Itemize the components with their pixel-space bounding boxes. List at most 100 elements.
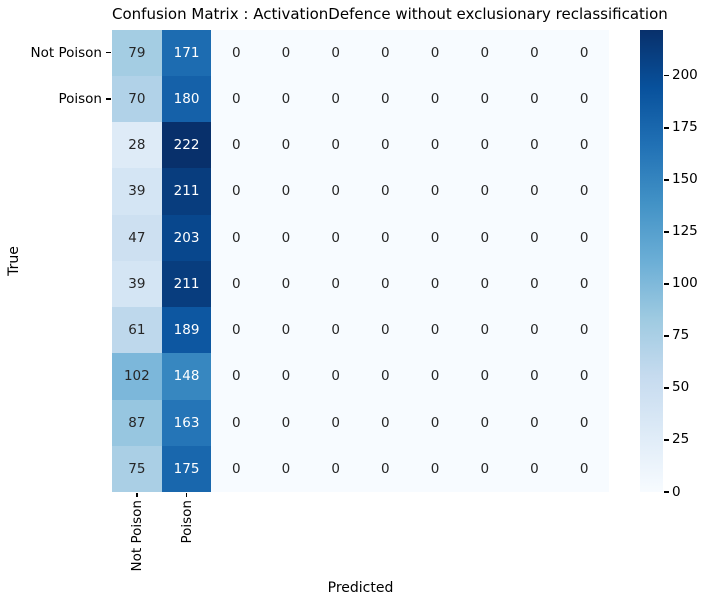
heatmap-cell: 87 (112, 399, 162, 446)
heatmap-cell: 79 (112, 29, 162, 76)
colorbar-tick-mark (664, 491, 669, 493)
heatmap-cell: 0 (360, 353, 411, 400)
heatmap-cell: 61 (112, 307, 162, 354)
heatmap-cell: 0 (410, 168, 460, 215)
heatmap-cell: 180 (161, 75, 212, 122)
heatmap-cell: 203 (161, 214, 212, 261)
y-axis-label-text: True (6, 245, 22, 276)
chart-title: Confusion Matrix : ActivationDefence wit… (112, 5, 668, 23)
heatmap-cell: 0 (509, 445, 560, 492)
heatmap-cell: 28 (112, 122, 162, 169)
y-tick-label: Not Poison (30, 44, 102, 61)
heatmap-cell: 0 (261, 307, 311, 354)
colorbar-tick-mark (664, 283, 669, 285)
heatmap-cell: 189 (161, 307, 212, 354)
heatmap-cell: 0 (261, 445, 311, 492)
heatmap-cell: 0 (410, 353, 460, 400)
heatmap-cell: 0 (459, 29, 510, 76)
heatmap-cell: 0 (559, 307, 609, 354)
colorbar-tick-mark (664, 335, 669, 337)
heatmap-cell: 0 (410, 260, 460, 307)
heatmap-cell: 0 (310, 214, 361, 261)
heatmap-cell: 0 (509, 399, 560, 446)
heatmap-cell: 0 (559, 122, 609, 169)
colorbar-tick-label: 150 (672, 171, 698, 188)
colorbar-tick-mark (664, 75, 669, 77)
x-tick-label-text: Not Poison (128, 500, 145, 572)
y-tick-label: Poison (58, 90, 102, 107)
heatmap-cell: 0 (261, 260, 311, 307)
heatmap-cell: 0 (211, 214, 262, 261)
heatmap-cell: 175 (161, 445, 212, 492)
heatmap-cell: 0 (211, 307, 262, 354)
heatmap-cell: 0 (261, 399, 311, 446)
heatmap-cell: 0 (509, 260, 560, 307)
heatmap-cell: 0 (310, 307, 361, 354)
heatmap-cell: 0 (211, 260, 262, 307)
colorbar-tick-mark (664, 127, 669, 129)
heatmap-cell: 0 (360, 214, 411, 261)
heatmap-cell: 211 (161, 168, 212, 215)
y-tick-mark (105, 98, 111, 100)
heatmap-cell: 0 (211, 29, 262, 76)
heatmap-cell: 70 (112, 75, 162, 122)
heatmap-cell: 0 (559, 445, 609, 492)
heatmap-cell: 0 (559, 75, 609, 122)
heatmap-cell: 0 (410, 399, 460, 446)
colorbar-tick-label: 100 (672, 275, 698, 292)
colorbar-tick-label: 125 (672, 223, 698, 240)
heatmap-cell: 0 (410, 75, 460, 122)
heatmap-cell: 39 (112, 260, 162, 307)
heatmap-cell: 0 (559, 214, 609, 261)
heatmap-cell: 0 (509, 75, 560, 122)
heatmap-cell: 0 (360, 168, 411, 215)
heatmap-cell: 0 (559, 29, 609, 76)
heatmap-cell: 0 (509, 168, 560, 215)
heatmap-cell: 0 (261, 168, 311, 215)
heatmap-cell: 0 (360, 399, 411, 446)
heatmap-cell: 0 (310, 399, 361, 446)
heatmap-cell: 148 (161, 353, 212, 400)
heatmap-cell: 0 (360, 260, 411, 307)
heatmap-cell: 0 (459, 353, 510, 400)
heatmap-cell: 222 (161, 122, 212, 169)
heatmap-cell: 0 (310, 29, 361, 76)
heatmap-cell: 0 (360, 122, 411, 169)
heatmap-cell: 171 (161, 29, 212, 76)
colorbar-tick-label: 50 (672, 379, 690, 396)
heatmap-cell: 0 (459, 307, 510, 354)
heatmap-cell: 0 (211, 168, 262, 215)
heatmap-cell: 0 (310, 445, 361, 492)
colorbar-tick-mark (664, 387, 669, 389)
heatmap-cell: 0 (261, 353, 311, 400)
heatmap-cell: 0 (360, 75, 411, 122)
heatmap-cell: 0 (559, 168, 609, 215)
heatmap-cell: 0 (509, 29, 560, 76)
colorbar-tick-mark (664, 231, 669, 233)
heatmap-cell: 0 (559, 399, 609, 446)
colorbar-tick-label: 175 (672, 119, 698, 136)
heatmap-cell: 75 (112, 445, 162, 492)
heatmap-cell: 0 (509, 214, 560, 261)
colorbar-tick-label: 25 (672, 431, 690, 448)
heatmap-cell: 0 (360, 445, 411, 492)
heatmap-cell: 0 (310, 122, 361, 169)
heatmap-cell: 0 (459, 75, 510, 122)
heatmap-cell: 0 (310, 353, 361, 400)
heatmap-cell: 0 (211, 399, 262, 446)
heatmap-cell: 0 (459, 168, 510, 215)
heatmap-cell: 211 (161, 260, 212, 307)
heatmap-cell: 0 (410, 307, 460, 354)
heatmap-cell: 0 (261, 214, 311, 261)
heatmap-cell: 39 (112, 168, 162, 215)
colorbar-tick-mark (664, 179, 669, 181)
heatmap-cell: 0 (211, 445, 262, 492)
heatmap-cell: 0 (459, 122, 510, 169)
heatmap-cell: 47 (112, 214, 162, 261)
heatmap-cell: 0 (211, 75, 262, 122)
heatmap-cell: 163 (161, 399, 212, 446)
heatmap-cell: 0 (410, 122, 460, 169)
heatmap-grid: 79 171 0 0 0 0 0 0 0 0 70 180 0 0 0 0 0 0 0 0 28 222 0 0 0 0 0 0 0 0 3… (112, 29, 609, 492)
heatmap-cell: 0 (261, 122, 311, 169)
